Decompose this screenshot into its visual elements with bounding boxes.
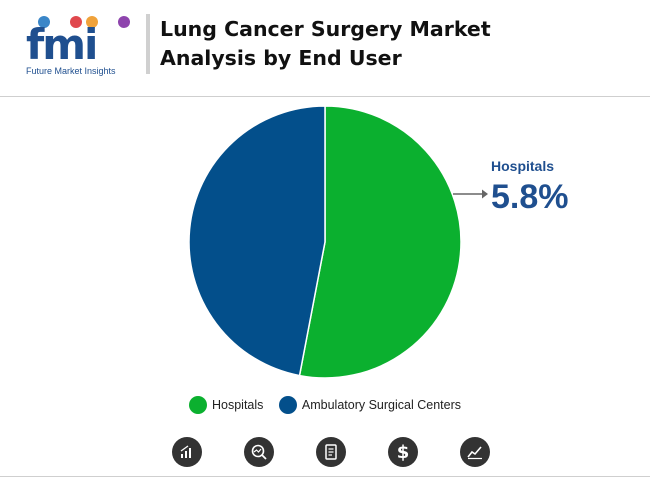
footer-rule xyxy=(0,476,650,477)
logo-dots xyxy=(32,16,132,30)
logo-tagline: Future Market Insights xyxy=(26,66,116,76)
legend-swatch xyxy=(188,396,207,414)
header-rule xyxy=(0,96,650,97)
header: fmi Future Market Insights Lung Cancer S… xyxy=(0,0,650,96)
callout-arrow xyxy=(452,187,488,205)
legend-swatch xyxy=(278,396,297,414)
logo-dot xyxy=(38,16,50,28)
callout-value: 5.8% xyxy=(491,178,569,216)
pie-slice-ambulatory-surgical-centers[interactable] xyxy=(188,105,326,377)
page-title: Lung Cancer Surgery Market Analysis by E… xyxy=(160,17,491,70)
logo-dot xyxy=(70,16,82,28)
legend-label: Hospitals xyxy=(211,398,264,412)
callout-label: Hospitals xyxy=(491,158,555,174)
svg-text:$: $ xyxy=(397,442,410,462)
logo-letters: fmi xyxy=(26,20,98,69)
pie-chart xyxy=(188,105,462,379)
logo-dot xyxy=(118,16,130,28)
footer-icons: $ xyxy=(0,437,650,469)
fmi-logo[interactable]: fmi Future Market Insights xyxy=(22,10,134,78)
search-chart-icon[interactable] xyxy=(244,437,274,467)
logo-dot xyxy=(86,16,98,28)
dollar-icon[interactable]: $ xyxy=(388,437,418,467)
title-divider xyxy=(146,14,150,74)
pie-slice-hospitals[interactable] xyxy=(298,105,462,379)
chart-legend: Hospitals Ambulatory Surgical Centers xyxy=(0,396,650,417)
bar-chart-icon[interactable] xyxy=(172,437,202,467)
trend-chart-icon[interactable] xyxy=(460,437,490,467)
legend-item-ambulatory[interactable]: Ambulatory Surgical Centers xyxy=(278,396,461,414)
legend-item-hospitals[interactable]: Hospitals xyxy=(188,396,264,414)
legend-label: Ambulatory Surgical Centers xyxy=(301,398,461,412)
report-icon[interactable] xyxy=(316,437,346,467)
